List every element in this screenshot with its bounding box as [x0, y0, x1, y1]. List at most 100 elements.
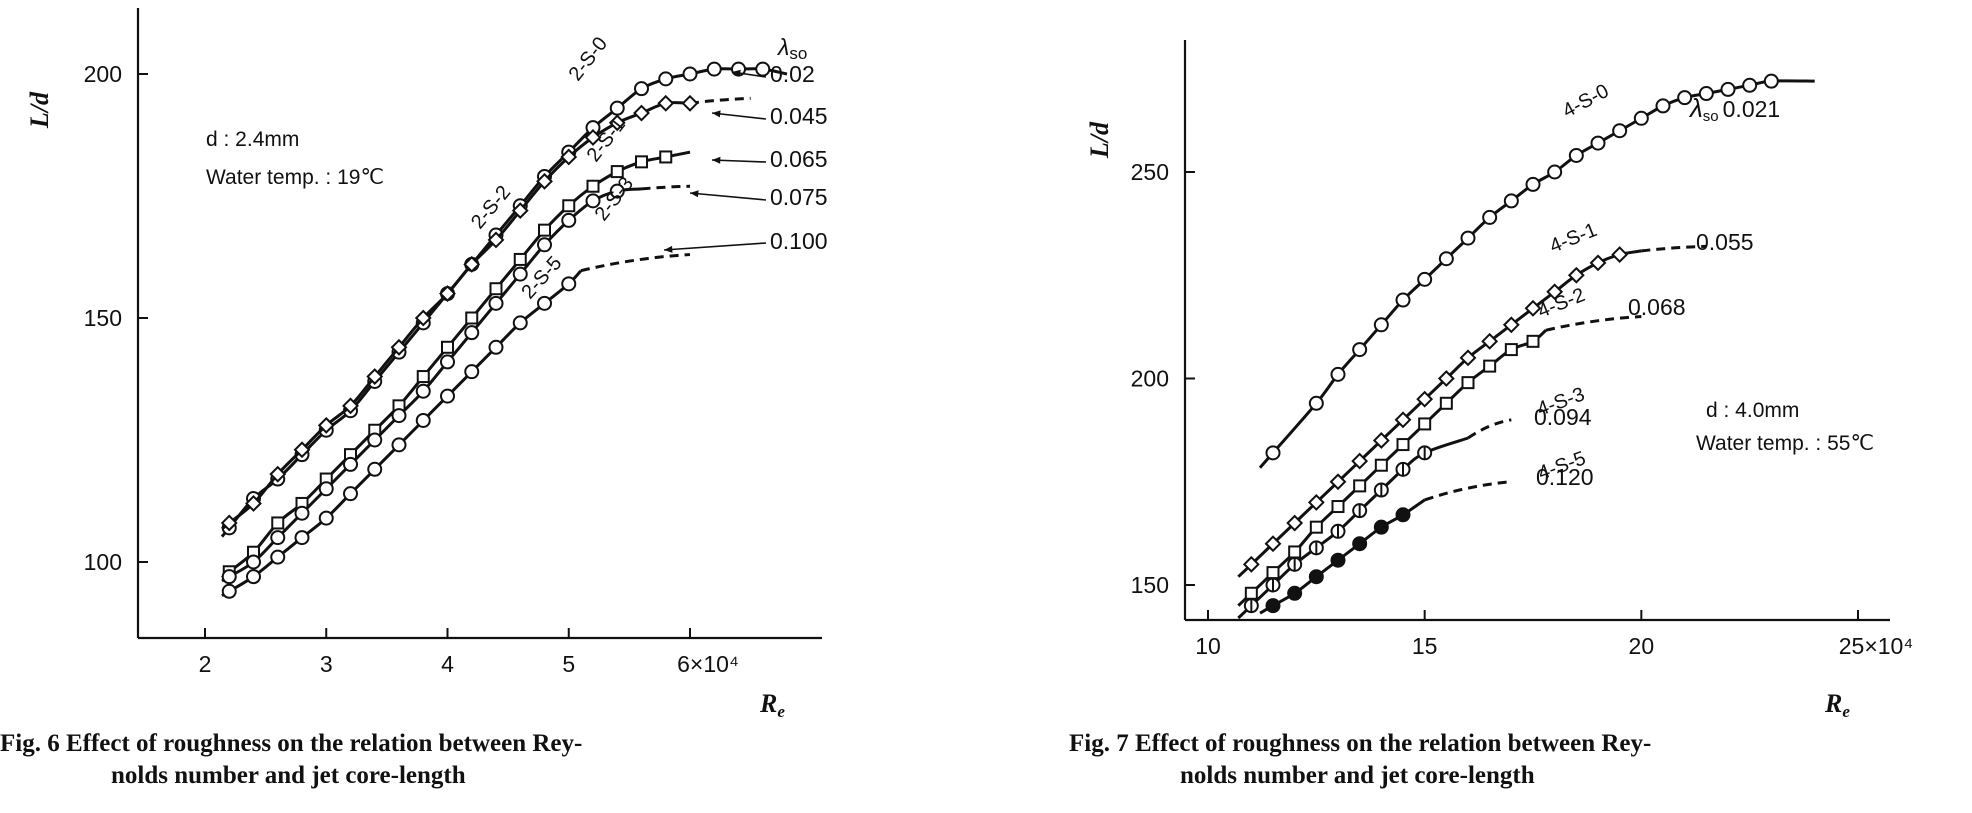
fig7-point-4-S-0: [1763, 73, 1779, 89]
fig6-point-2-S-5: [464, 364, 480, 380]
fig6-point-2-S-0: [706, 61, 722, 77]
fig6-point-2-S-5: [415, 412, 431, 428]
fig6-lambda-label-2-S-3: 0.075: [770, 184, 828, 210]
fig7-dashed-extension-4-S-2: [1545, 315, 1642, 332]
fig6-dashed-extension-2-S-1: [689, 96, 751, 105]
fig6-point-2-S-5: [440, 388, 455, 404]
fig7-point-4-S-1: [1567, 266, 1585, 284]
fig6-point-2-S-1: [317, 416, 335, 434]
fig7-point-4-S-2: [1461, 376, 1475, 390]
fig7-note: d : 4.0mm: [1706, 399, 1799, 422]
fig7-point-4-S-0: [1655, 98, 1671, 114]
fig6-point-2-S-2: [586, 179, 600, 193]
fig6-point-2-S-5: [294, 530, 310, 546]
fig7-point-4-S-3: [1287, 556, 1303, 572]
fig7-lambda-label-4-S-3: 0.094: [1534, 404, 1592, 430]
fig6-point-2-S-2: [513, 252, 527, 266]
fig6-point-2-S-2: [416, 370, 430, 384]
fig7-point-4-S-0: [1720, 81, 1736, 97]
fig6-point-2-S-1: [536, 172, 553, 190]
fig6-leader-arrow-2-S-2: [712, 156, 721, 164]
fig7-caption: Fig. 7 Effect of roughness on the relati…: [1069, 728, 1651, 792]
fig6-point-2-S-1: [366, 368, 384, 385]
fig6-point-2-S-5: [343, 486, 358, 502]
fig7-point-4-S-2: [1418, 417, 1432, 431]
fig6-point-2-S-1: [633, 104, 650, 122]
fig7-point-4-S-1: [1307, 493, 1325, 511]
fig7-point-4-S-0: [1633, 110, 1649, 126]
fig7-dashed-extension-4-S-5: [1424, 480, 1512, 502]
fig7-caption-line-1: Fig. 7 Effect of roughness on the relati…: [1069, 730, 1652, 757]
fig6-point-2-S-3: [391, 408, 407, 424]
fig6-x-axis-label-subscript: e: [777, 702, 785, 721]
fig6-leader-line-2-S-3: [689, 192, 767, 201]
fig7-series-4-S-5: 4-S-50.120: [1259, 447, 1594, 615]
fig7-caption-line-2: nolds number and jet core-length: [1180, 762, 1535, 789]
fig6-x-tick-label: 4: [441, 651, 454, 677]
fig7-y-axis-label: L/d: [1085, 121, 1114, 159]
fig6-legend-title: λso: [776, 34, 807, 63]
fig7-y-tick-label: 150: [1131, 572, 1169, 598]
fig7-point-4-S-2: [1244, 586, 1258, 600]
fig6-curve-2-S-2: [221, 150, 691, 579]
fig6-caption: Fig. 6 Effect of roughness on the relati…: [0, 728, 582, 792]
fig6-point-2-S-1: [390, 338, 408, 356]
fig7-point-4-S-0: [1503, 193, 1519, 209]
fig7-point-4-S-0: [1417, 271, 1433, 287]
fig7-point-4-S-2: [1288, 545, 1302, 559]
fig7-note: Water temp. : 55℃: [1696, 432, 1874, 455]
fig7-point-4-S-0: [1308, 395, 1324, 411]
fig7-x-tick-label: 25×10⁴: [1839, 633, 1913, 659]
fig6-point-2-S-1: [293, 441, 311, 459]
fig7-dashed-extension-4-S-1: [1641, 244, 1707, 253]
fig6-point-2-S-3: [609, 183, 625, 199]
fig7-point-4-S-3: [1330, 523, 1346, 539]
fig6-x-tick-label: 2: [199, 651, 212, 677]
fig7-point-4-S-0: [1330, 366, 1346, 382]
fig6-point-2-S-2: [610, 165, 624, 179]
fig6-series-2-S-5: 2-S-50.100: [221, 228, 828, 599]
fig7-point-4-S-5: [1330, 552, 1346, 568]
fig6-point-2-S-2: [441, 340, 454, 354]
fig6-point-2-S-2: [659, 150, 673, 164]
fig6-x-axis-label: Re: [759, 689, 785, 721]
fig7-point-4-S-1: [1437, 370, 1455, 387]
fig6-point-2-S-3: [561, 212, 577, 228]
fig6-point-2-S-1: [681, 94, 699, 112]
fig7-point-4-S-2: [1504, 343, 1518, 357]
fig6-legend-title-subscript: so: [789, 44, 807, 63]
fig7-point-4-S-2: [1374, 458, 1388, 472]
fig7-x-axis-label: Re: [1824, 689, 1850, 721]
fig7-point-4-S-0: [1742, 77, 1758, 93]
fig6-point-2-S-1: [560, 148, 578, 166]
fig7-x-tick-label: 10: [1195, 633, 1221, 659]
fig7-point-4-S-3: [1373, 482, 1389, 498]
fig7-point-4-S-1: [1372, 432, 1390, 449]
fig6-y-tick-label: 200: [84, 61, 122, 87]
fig7-curve-4-S-2: [1237, 329, 1548, 607]
fig7-point-4-S-5: [1395, 507, 1411, 523]
fig7-y-tick-label: 200: [1131, 366, 1169, 392]
fig7-point-4-S-2: [1526, 334, 1540, 348]
fig6-y-tick-label: 150: [84, 305, 122, 331]
fig7-point-4-S-5: [1352, 536, 1368, 552]
fig7-point-4-S-3: [1352, 503, 1368, 519]
fig7-point-4-S-3: [1243, 598, 1259, 614]
fig7-point-4-S-0: [1438, 251, 1454, 267]
fig6-point-2-S-1: [439, 285, 456, 303]
fig6-point-2-S-1: [342, 397, 359, 415]
fig6-point-2-S-2: [271, 516, 285, 530]
fig7-point-4-S-2: [1331, 500, 1345, 514]
fig7-point-4-S-2: [1439, 396, 1453, 410]
fig7-lambda-value: 0.021: [1723, 96, 1781, 122]
fig6-point-2-S-5: [246, 569, 261, 585]
fig6-point-2-S-0: [609, 100, 625, 116]
fig6-point-2-S-1: [463, 255, 481, 273]
fig7-point-4-S-2: [1483, 359, 1497, 373]
fig7-point-4-S-2: [1309, 520, 1323, 534]
fig6-leader-line-2-S-2: [711, 159, 767, 163]
fig6-point-2-S-3: [512, 266, 528, 282]
fig6-point-2-S-3: [464, 325, 480, 341]
fig6-point-2-S-3: [318, 481, 334, 497]
